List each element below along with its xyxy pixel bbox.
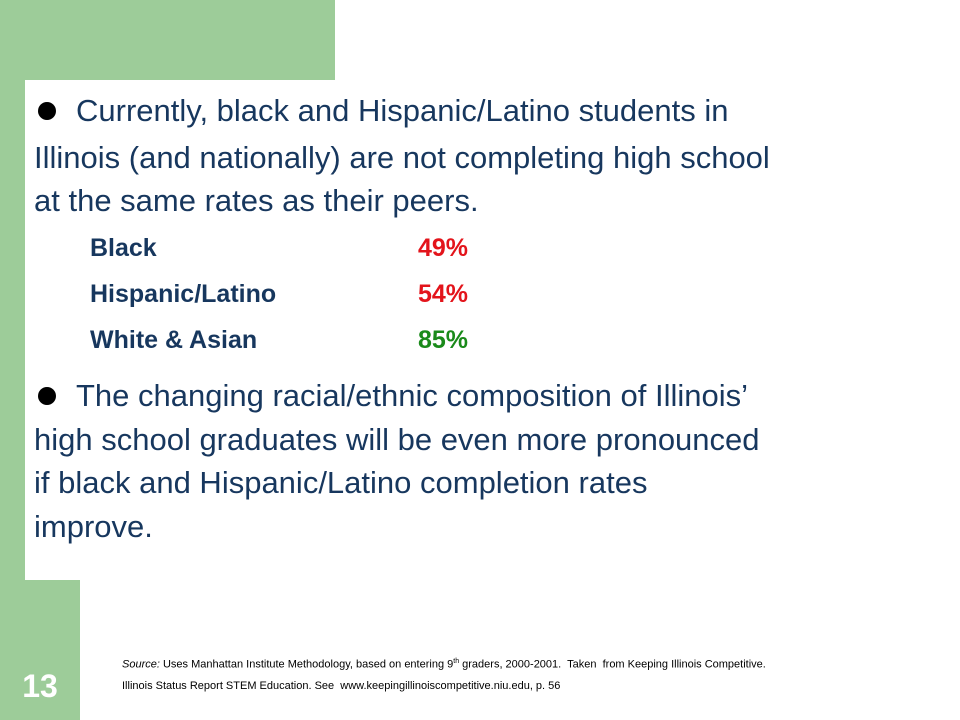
- row-value: 49%: [418, 234, 469, 262]
- bullet-text: The changing racial/ethnic composition o…: [76, 378, 749, 413]
- source-line: Source: Uses Manhattan Institute Methodo…: [122, 658, 766, 671]
- accent-block: [0, 0, 335, 80]
- accent-strip: [0, 80, 25, 580]
- bullet: [38, 102, 56, 120]
- row-label: Black: [90, 234, 157, 262]
- source-line: Illinois Status Report STEM Education. S…: [122, 680, 561, 692]
- slide-number: 13: [22, 668, 58, 704]
- row-label: Hispanic/Latino: [90, 280, 277, 308]
- row-value: 85%: [418, 326, 469, 354]
- bullet: [38, 387, 56, 405]
- source-label: Source:: [122, 658, 160, 671]
- source-sup: th: [453, 658, 460, 665]
- bullet-text: Illinois (and nationally) are not comple…: [34, 140, 770, 175]
- row-value: 54%: [418, 280, 469, 308]
- bullet-text: high school graduates will be even more …: [34, 422, 760, 457]
- bullet-text: if black and Hispanic/Latino completion …: [34, 465, 648, 500]
- source-text: graders, 2000-2001. Taken from Keeping I…: [459, 658, 766, 671]
- source-text: Uses Manhattan Institute Methodology, ba…: [162, 658, 454, 671]
- row-label: White & Asian: [90, 326, 258, 354]
- bullet-text: improve.: [34, 509, 153, 544]
- accent-footer: [0, 580, 80, 720]
- bullet-text: Currently, black and Hispanic/Latino stu…: [76, 93, 729, 128]
- bullet-text: at the same rates as their peers.: [34, 183, 479, 218]
